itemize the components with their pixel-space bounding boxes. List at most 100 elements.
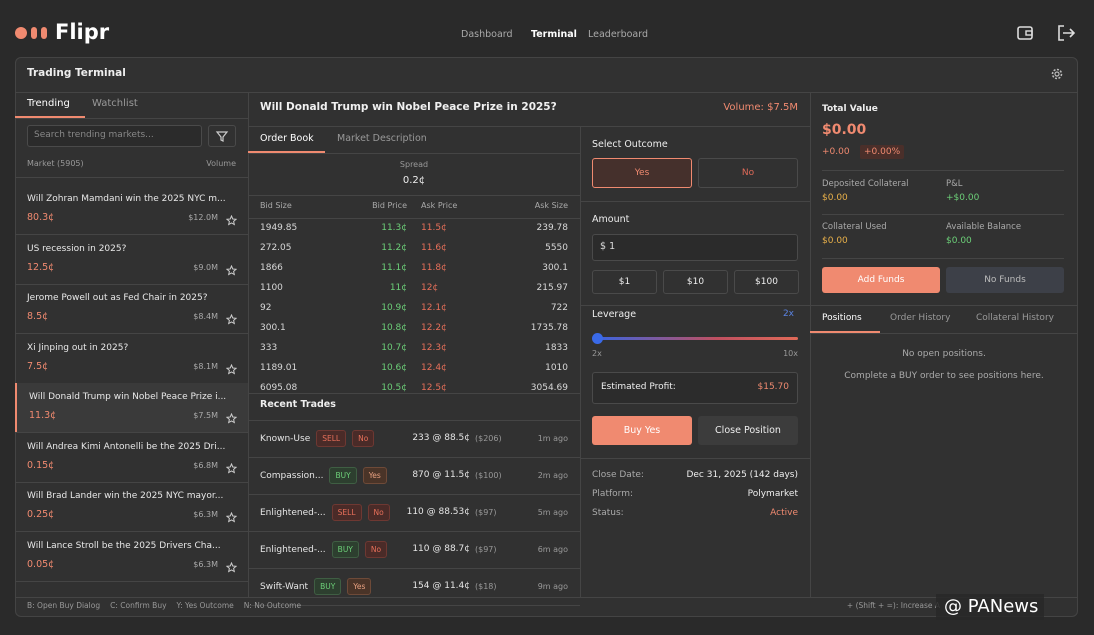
outcome-no[interactable]: No	[698, 158, 798, 188]
market-row[interactable]: Will Donald Trump win Nobel Peace Prize …	[15, 383, 248, 432]
side-badge: SELL	[316, 430, 347, 447]
section-title: Recent Trades	[260, 399, 336, 410]
market-volume: $8.1M	[193, 361, 218, 371]
trade-amount: ($100)	[475, 471, 502, 480]
side-badge: SELL	[331, 504, 362, 521]
market-row[interactable]: Will Andrea Kimi Antonelli be the 2025 D…	[15, 433, 248, 482]
close-button[interactable]: Close Position	[698, 416, 798, 445]
outcome-yes[interactable]: Yes	[592, 158, 692, 188]
tab-underline	[248, 151, 325, 153]
divider	[822, 214, 1064, 215]
tab[interactable]: Order History	[890, 313, 951, 323]
total-value: $0.00	[822, 122, 867, 138]
stat-value: $0.00	[946, 236, 972, 246]
market-row[interactable]: US recession in 2025? 12.5¢ $9.0M	[15, 235, 248, 284]
order-cell: 11.8¢	[421, 263, 447, 273]
star-icon[interactable]	[225, 360, 238, 374]
star-icon[interactable]	[225, 558, 238, 572]
star-icon[interactable]	[225, 310, 238, 325]
search-box[interactable]	[27, 125, 202, 147]
market-price: 11.3¢	[29, 410, 57, 421]
market-title: Will Lance Stroll be the 2025 Drivers Ch…	[27, 540, 221, 551]
preset-button[interactable]: $10	[663, 270, 728, 294]
market-title: Jerome Powell out as Fed Chair in 2025?	[27, 293, 208, 303]
preset-button[interactable]: $100	[734, 270, 799, 294]
stat-label: P&L	[946, 179, 963, 189]
trade-left: Enlightened-... SELL No	[260, 504, 390, 521]
leverage-min: 2x	[592, 349, 602, 358]
order-cell: 1010	[545, 363, 568, 373]
star-icon[interactable]	[225, 409, 238, 424]
star-icon[interactable]	[225, 211, 238, 226]
divider	[248, 393, 580, 394]
market-volume: $12.0M	[188, 213, 218, 222]
trader: Swift-Want	[260, 581, 309, 592]
watermark: @ PANews	[936, 594, 1045, 620]
trader: Compassion...	[260, 470, 324, 481]
tab[interactable]: Market Description	[337, 133, 427, 144]
spread-value: 0.2¢	[402, 175, 426, 186]
tab[interactable]: Trending	[27, 98, 70, 109]
market-price: 0.25¢	[27, 509, 55, 520]
order-cell: 12.4¢	[421, 363, 447, 373]
search-placeholder: Search trending markets...	[34, 130, 154, 140]
trader: Enlightened-...	[260, 544, 326, 555]
nav-link[interactable]: Leaderboard	[588, 29, 649, 40]
section-label: Leverage	[592, 309, 637, 320]
market-row[interactable]: Will Zohran Mamdani win the 2025 NYC m..…	[15, 185, 248, 234]
star-icon[interactable]	[225, 261, 238, 275]
market-title: Will Zohran Mamdani win the 2025 NYC m..…	[27, 194, 226, 204]
market-price: 8.5¢	[27, 311, 49, 322]
market-row[interactable]: Jerome Powell out as Fed Chair in 2025? 8…	[15, 284, 248, 333]
leverage-knob[interactable]	[592, 333, 603, 344]
star-icon[interactable]	[225, 508, 238, 523]
amount-input[interactable]	[592, 234, 798, 261]
star-icon[interactable]	[225, 459, 238, 473]
tab[interactable]: Watchlist	[92, 98, 138, 109]
filter-button[interactable]	[208, 125, 236, 147]
market-row[interactable]: Xi Jinping out in 2025? 7.5¢ $8.1M	[15, 334, 248, 383]
market-price: 7.5¢	[27, 360, 49, 372]
order-cell: 12¢	[421, 283, 439, 293]
tab-underline	[15, 116, 85, 118]
tab[interactable]: Order Book	[260, 133, 314, 144]
market-volume: $6.3M	[193, 510, 218, 519]
divider	[15, 597, 1078, 598]
shortcuts: B: Open Buy Dialog C: Confirm Buy Y: Yes O…	[27, 601, 301, 610]
profit-value: $15.70	[757, 382, 790, 392]
outcome-badge: Yes	[362, 467, 387, 484]
divider	[15, 580, 248, 582]
order-cell: 11.5¢	[421, 223, 447, 233]
trade-detail: 110 @ 88.7¢	[412, 544, 470, 554]
nav-link[interactable]: Terminal	[531, 29, 577, 40]
order-cell: 11.1¢	[381, 263, 407, 273]
order-cell: 6095.08	[260, 383, 298, 393]
leverage-track	[597, 337, 798, 340]
order-cell: 92	[260, 303, 272, 313]
market-volume: $8.4M	[193, 312, 218, 321]
total-label: Total Value	[822, 104, 878, 114]
trade-time: 1m ago	[537, 434, 568, 443]
trade-time: 2m ago	[537, 471, 568, 480]
preset-button[interactable]: $1	[592, 270, 657, 294]
market-row[interactable]: Will Lance Stroll be the 2025 Drivers Ch…	[15, 532, 248, 581]
order-cell: 722	[550, 303, 568, 313]
filter-icon[interactable]	[215, 129, 229, 143]
settings-icon[interactable]	[1050, 67, 1064, 81]
nav-link[interactable]: Dashboard	[461, 29, 513, 40]
buy-button[interactable]: Buy Yes	[592, 416, 692, 445]
no-funds[interactable]: No Funds	[946, 267, 1064, 293]
trade-time: 9m ago	[537, 582, 568, 591]
info-value: Polymarket	[747, 489, 798, 499]
divider	[810, 305, 1078, 306]
order-cell: 215.97	[536, 283, 569, 293]
order-cell: 1949.85	[260, 223, 298, 233]
logout-icon[interactable]	[1056, 24, 1076, 42]
outcome-badge: Yes	[347, 578, 372, 595]
divider	[580, 126, 581, 597]
wallet-icon[interactable]	[1016, 24, 1034, 42]
market-row[interactable]: Will Brad Lander win the 2025 NYC mayor.…	[15, 482, 248, 531]
tab[interactable]: Positions	[822, 313, 862, 323]
add-funds[interactable]: Add Funds	[822, 267, 940, 293]
tab[interactable]: Collateral History	[976, 313, 1054, 323]
